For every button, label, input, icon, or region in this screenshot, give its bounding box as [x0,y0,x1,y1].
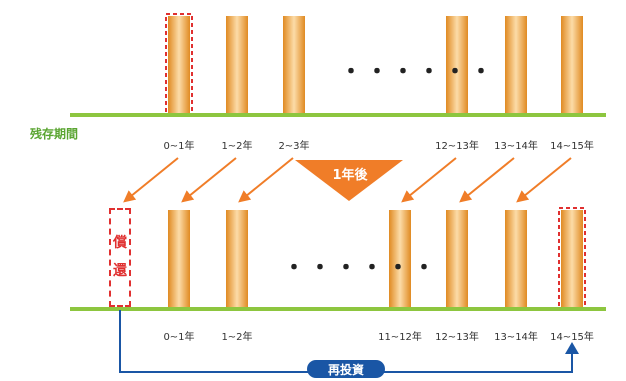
top-bar-2-3 [283,16,305,114]
top-ellipsis: ・・・・・・ [340,60,497,85]
top-bars [165,13,583,115]
top-bar-0-1 [168,16,190,114]
top-label-2-3: 2~3年 [278,141,310,152]
bottom-bar-0-1 [168,210,190,308]
shift-arrow-2 [181,157,237,203]
bottom-bar-1-2 [226,210,248,308]
top-bar-14-15 [561,16,583,114]
shift-arrow-5 [459,157,515,203]
shift-arrow-3 [238,157,294,203]
bottom-label-0-1: 0~1年 [163,332,195,343]
bottom-bar-14-15 [561,210,583,308]
one-year-later-arrow [295,160,403,201]
redeem-char-2: 還 [113,263,127,279]
top-bar-1-2 [226,16,248,114]
top-ground-line [70,113,606,117]
top-label-0-1: 0~1年 [163,141,195,152]
top-label-14-15: 14~15年 [550,141,594,152]
redeem-char-1: 償 [113,235,127,251]
bottom-ellipsis: ・・・・・・ [283,256,440,281]
bottom-bar-12-13 [446,210,468,308]
bottom-bars [168,207,586,309]
shift-arrow-6 [516,157,572,203]
top-label-1-2: 1~2年 [221,141,253,152]
top-bar-12-13 [446,16,468,114]
reinvest-badge [307,360,385,378]
bottom-ground-line [70,307,606,311]
bottom-label-11-12: 11~12年 [378,332,422,343]
bottom-label-14-15: 14~15年 [550,332,594,343]
top-bar-13-14 [505,16,527,114]
bottom-label-1-2: 1~2年 [221,332,253,343]
bottom-label-13-14: 13~14年 [494,332,538,343]
top-label-13-14: 13~14年 [494,141,538,152]
reinvest-arrowhead [565,342,579,354]
shift-arrow-4 [401,157,457,203]
shift-arrows [123,157,572,203]
bottom-bar-13-14 [505,210,527,308]
shift-arrow-1 [123,157,179,203]
reinvest-label: 再投資 [327,363,364,377]
bottom-label-12-13: 12~13年 [435,332,479,343]
one-year-later-text: 1年後 [332,168,368,183]
redemption-box: 償 還 [109,208,131,307]
top-label-12-13: 12~13年 [435,141,479,152]
remaining-period-label: 残存期間 [30,127,79,141]
bottom-bar-11-12 [389,210,411,308]
